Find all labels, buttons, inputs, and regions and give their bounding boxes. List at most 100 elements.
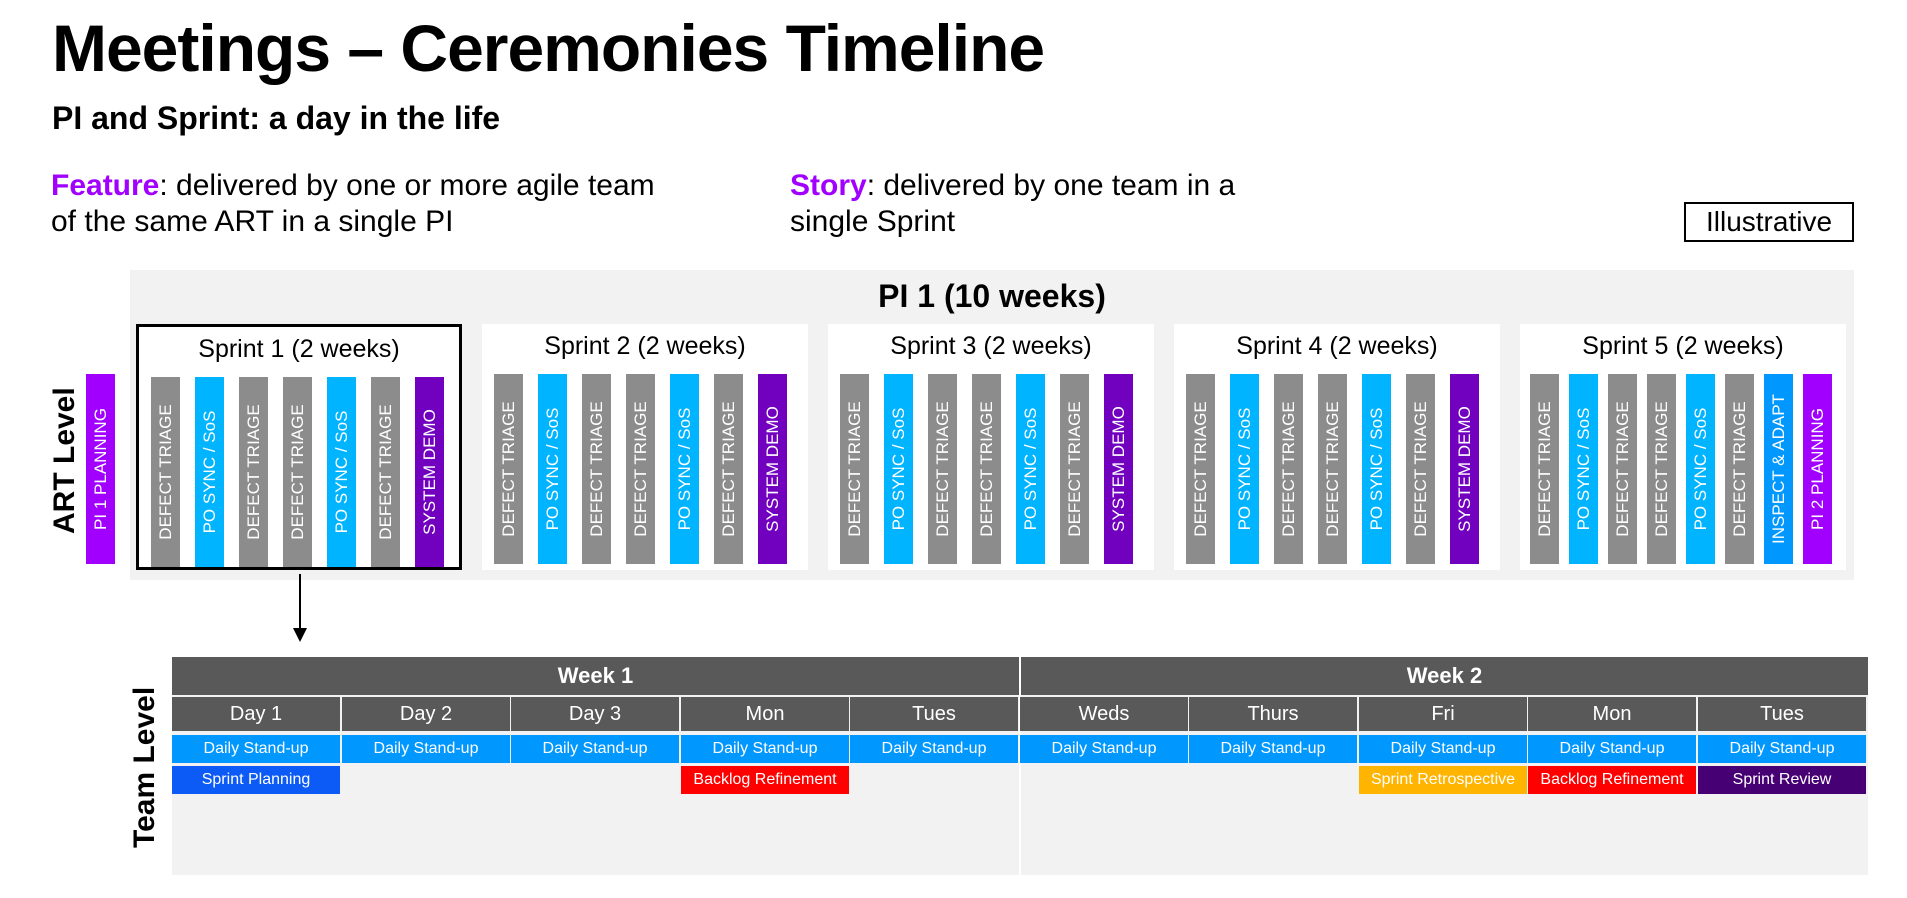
pi1-planning-bar: PI 1 PLANNING [86,374,115,564]
ceremony-bar[interactable]: DEFECT TRIAGE [1060,374,1089,564]
daily-standup-event[interactable]: Daily Stand-up [850,735,1018,763]
ceremony-event[interactable]: Backlog Refinement [1528,766,1696,794]
ceremony-bar[interactable]: DEFECT TRIAGE [1530,374,1559,564]
feature-description: : delivered by one or more agile team of… [51,169,655,238]
daily-standup-event[interactable]: Daily Stand-up [1528,735,1696,763]
ceremony-bar[interactable]: PO SYNC / SoS [1016,374,1045,564]
feature-definition: Feature: delivered by one or more agile … [51,168,671,240]
ceremony-label: DEFECT TRIAGE [1064,401,1084,537]
ceremony-label: SYSTEM DEMO [419,409,439,535]
ceremony-bar[interactable]: PO SYNC / SoS [1230,374,1259,564]
ceremony-bars: DEFECT TRIAGE PO SYNC / SoS DEFECT TRIAGE D… [840,374,1133,564]
sprint-box[interactable]: Sprint 4 (2 weeks) DEFECT TRIAGE PO SYNC /… [1174,324,1500,570]
daily-standup-event[interactable]: Daily Stand-up [1020,735,1188,763]
ceremony-bar[interactable]: DEFECT TRIAGE [151,377,180,567]
ceremony-bar[interactable]: PO SYNC / SoS [670,374,699,564]
ceremony-bar[interactable]: SYSTEM DEMO [415,377,444,567]
ceremony-label: PO SYNC / SoS [542,407,562,531]
ceremony-bar[interactable]: SYSTEM DEMO [1104,374,1133,564]
ceremony-label: DEFECT TRIAGE [1651,401,1671,537]
ceremony-label: DEFECT TRIAGE [630,401,650,537]
daily-standup-event[interactable]: Daily Stand-up [1698,735,1866,763]
daily-standup-event[interactable]: Daily Stand-up [1189,735,1357,763]
ceremony-bar[interactable]: DEFECT TRIAGE [972,374,1001,564]
ceremony-bar[interactable]: INSPECT & ADAPT [1764,374,1793,564]
sprint-title: Sprint 4 (2 weeks) [1236,332,1438,360]
page-title: Meetings – Ceremonies Timeline [52,11,1045,85]
daily-standup-event[interactable]: Daily Stand-up [511,735,679,763]
ceremony-bar[interactable]: DEFECT TRIAGE [1406,374,1435,564]
ceremony-bar[interactable]: PO SYNC / SoS [538,374,567,564]
day-header: Tues [1698,697,1866,731]
ceremony-label: DEFECT TRIAGE [155,404,175,540]
ceremony-label: SYSTEM DEMO [1108,406,1128,532]
ceremony-event[interactable]: Sprint Review [1698,766,1866,794]
daily-standup-event[interactable]: Daily Stand-up [1359,735,1527,763]
ceremony-bar[interactable]: PO SYNC / SoS [1362,374,1391,564]
ceremony-bar[interactable]: DEFECT TRIAGE [1608,374,1637,564]
sprint-box[interactable]: Sprint 1 (2 weeks) DEFECT TRIAGE PO SYNC /… [136,324,462,570]
ceremony-label: DEFECT TRIAGE [1729,401,1749,537]
ceremony-event[interactable]: Backlog Refinement [681,766,849,794]
ceremony-bar[interactable]: PO SYNC / SoS [1686,374,1715,564]
ceremony-bar[interactable]: DEFECT TRIAGE [1186,374,1215,564]
ceremony-bar[interactable]: DEFECT TRIAGE [1647,374,1676,564]
ceremony-bar[interactable]: DEFECT TRIAGE [494,374,523,564]
story-definition: Story: delivered by one team in a single… [790,168,1310,240]
ceremony-bar[interactable]: SYSTEM DEMO [1450,374,1479,564]
ceremony-label: DEFECT TRIAGE [1410,401,1430,537]
day-header: Tues [850,697,1018,731]
feature-term: Feature [51,169,160,202]
ceremony-label: PO SYNC / SoS [199,410,219,534]
ceremony-label: DEFECT TRIAGE [375,404,395,540]
ceremony-event[interactable]: Sprint Planning [172,766,340,794]
daily-standup-event[interactable]: Daily Stand-up [681,735,849,763]
ceremony-bar[interactable]: DEFECT TRIAGE [239,377,268,567]
ceremony-bar[interactable]: DEFECT TRIAGE [1725,374,1754,564]
sprint-box[interactable]: Sprint 2 (2 weeks) DEFECT TRIAGE PO SYNC /… [482,324,808,570]
day-header: Day 1 [172,697,340,731]
ceremony-bar[interactable]: PO SYNC / SoS [327,377,356,567]
ceremony-bar[interactable]: DEFECT TRIAGE [714,374,743,564]
ceremony-event[interactable]: Sprint Retrospective [1359,766,1527,794]
ceremony-bar[interactable]: DEFECT TRIAGE [626,374,655,564]
pi-panel: PI 1 (10 weeks) Sprint 1 (2 weeks) DEFECT… [130,270,1854,580]
day-header: Day 2 [342,697,510,731]
ceremony-label: DEFECT TRIAGE [1612,401,1632,537]
day-header: Thurs [1189,697,1357,731]
day-header: Mon [681,697,849,731]
ceremony-bar[interactable]: DEFECT TRIAGE [283,377,312,567]
ceremony-bar[interactable]: DEFECT TRIAGE [582,374,611,564]
ceremony-bar[interactable]: DEFECT TRIAGE [928,374,957,564]
ceremony-label: DEFECT TRIAGE [718,401,738,537]
ceremony-bar[interactable]: PO SYNC / SoS [195,377,224,567]
ceremony-bar[interactable]: DEFECT TRIAGE [371,377,400,567]
ceremony-bar[interactable]: DEFECT TRIAGE [1274,374,1303,564]
daily-standup-event[interactable]: Daily Stand-up [342,735,510,763]
ceremony-bar[interactable]: PO SYNC / SoS [1569,374,1598,564]
drilldown-arrow-line [299,574,301,630]
sprint-box[interactable]: Sprint 3 (2 weeks) DEFECT TRIAGE PO SYNC /… [828,324,1154,570]
pi-title: PI 1 (10 weeks) [878,278,1106,314]
team-calendar: Week 1 Week 2 Day 1 Daily Stand-up Day 2 Dail… [172,657,1868,875]
daily-standup-event[interactable]: Daily Stand-up [172,735,340,763]
sprint-box[interactable]: Sprint 5 (2 weeks) DEFECT TRIAGE PO SYNC /… [1520,324,1846,570]
ceremony-bar[interactable]: PO SYNC / SoS [884,374,913,564]
ceremony-bar[interactable]: PI 2 PLANNING [1803,374,1832,564]
ceremony-bars: DEFECT TRIAGE PO SYNC / SoS DEFECT TRIAGE D… [1186,374,1479,564]
ceremony-bar[interactable]: DEFECT TRIAGE [840,374,869,564]
week-header: Week 2 [1021,657,1868,695]
ceremony-bar[interactable]: SYSTEM DEMO [758,374,787,564]
team-level-label: Team Level [128,686,161,848]
ceremony-label: DEFECT TRIAGE [1322,401,1342,537]
ceremony-label: PO SYNC / SoS [1234,407,1254,531]
pi1-planning-label: PI 1 PLANNING [90,408,110,530]
ceremony-label: SYSTEM DEMO [762,406,782,532]
day-header: Mon [1528,697,1696,731]
sprint-title: Sprint 3 (2 weeks) [890,332,1092,360]
ceremony-bar[interactable]: DEFECT TRIAGE [1318,374,1347,564]
ceremony-label: DEFECT TRIAGE [976,401,996,537]
day-header: Weds [1020,697,1188,731]
sprint-title: Sprint 2 (2 weeks) [544,332,746,360]
